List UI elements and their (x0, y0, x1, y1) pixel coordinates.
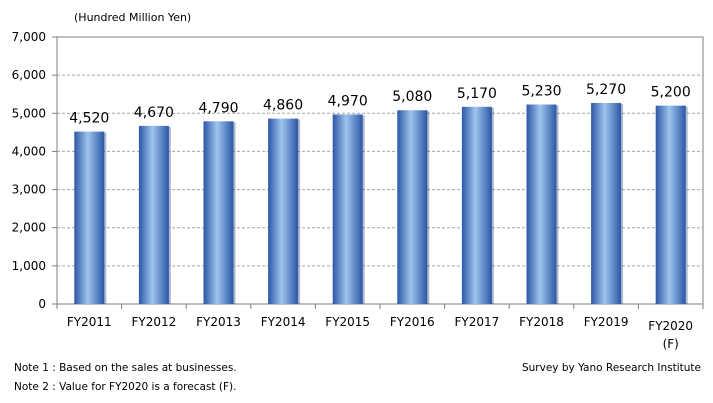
bar (461, 106, 492, 305)
y-tick-label: 3,000 (12, 183, 46, 197)
y-tick-label: 1,000 (12, 259, 46, 273)
bar (74, 131, 105, 304)
x-tick-label: FY2020 (648, 319, 693, 333)
unit-label: (Hundred Million Yen) (74, 11, 192, 24)
value-label: 4,860 (263, 98, 303, 114)
note-2: Note 2 : Value for FY2020 is a forecast … (14, 381, 237, 393)
x-tick-label: FY2017 (455, 315, 500, 329)
x-tick-sublabel: (F) (663, 337, 679, 351)
y-tick-label: 5,000 (12, 106, 46, 120)
x-tick-label: FY2015 (325, 315, 370, 329)
bar (526, 104, 557, 305)
axes (52, 36, 704, 309)
value-label: 5,080 (392, 89, 432, 105)
y-tick-label: 6,000 (12, 68, 46, 82)
y-tick-label: 4,000 (12, 144, 46, 158)
bar (397, 110, 428, 304)
x-tick-label: FY2011 (67, 315, 112, 329)
value-label: 5,270 (586, 82, 626, 98)
value-label: 5,170 (457, 86, 497, 102)
y-tick-label: 2,000 (12, 221, 46, 235)
x-tick-label: FY2014 (261, 315, 306, 329)
value-label: 5,230 (521, 84, 561, 100)
source-credit: Survey by Yano Research Institute (521, 362, 701, 374)
x-tick-label: FY2016 (390, 315, 435, 329)
bar (655, 105, 686, 305)
bar (591, 102, 622, 304)
value-label: 4,670 (134, 105, 174, 121)
y-tick-label: 0 (38, 297, 46, 311)
bar (268, 118, 299, 304)
x-tick-label: FY2012 (132, 315, 177, 329)
bar (203, 121, 234, 304)
value-label: 5,200 (651, 85, 691, 101)
bars (74, 102, 688, 305)
value-label: 4,520 (69, 111, 109, 127)
x-tick-label: FY2013 (196, 315, 241, 329)
bar (332, 114, 363, 305)
x-tick-label: FY2019 (584, 315, 629, 329)
value-label: 4,970 (328, 93, 368, 109)
note-1: Note 1 : Based on the sales at businesse… (14, 362, 237, 374)
labels: 0 1,000 2,000 3,000 4,000 5,000 6,000 7,000 4,52… (12, 30, 693, 351)
value-label: 4,790 (198, 100, 238, 116)
x-tick-label: FY2018 (519, 315, 564, 329)
bar (138, 125, 169, 304)
y-tick-label: 7,000 (12, 30, 46, 44)
